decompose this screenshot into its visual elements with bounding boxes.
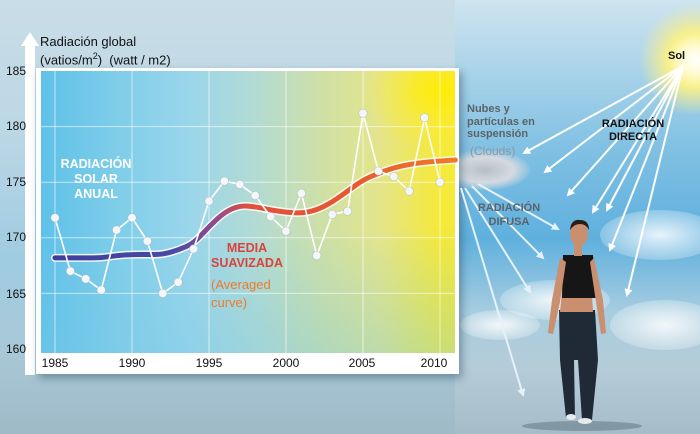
x-tick: 2010 <box>420 356 448 370</box>
data-point-marker <box>343 206 353 216</box>
data-point-marker <box>404 186 414 196</box>
label-line: (Averaged <box>211 277 271 292</box>
units-es: (vatios/m <box>40 52 93 68</box>
annual-radiation-label: RADIACIÓN SOLAR ANUAL <box>52 157 140 202</box>
annual-series <box>50 108 445 298</box>
data-point-marker <box>112 225 122 235</box>
y-tick: 185 <box>6 64 27 78</box>
data-point-marker <box>81 274 91 284</box>
data-point-marker <box>281 226 291 236</box>
label-line: DIFUSA <box>488 216 530 228</box>
data-point-marker <box>327 209 337 219</box>
y-axis-title-line1: Radiación global <box>40 34 137 49</box>
label-line: MEDIA <box>226 241 268 255</box>
smooth-curve <box>51 155 460 262</box>
averaged-curve-label: (Averaged curve) <box>211 276 271 312</box>
data-point-marker <box>158 288 168 298</box>
data-point-marker <box>420 113 430 123</box>
data-point-marker <box>235 179 245 189</box>
data-point-marker <box>65 266 75 276</box>
data-point-marker <box>189 244 199 254</box>
diffuse-radiation-label: RADIACIÓN DIFUSA <box>474 201 544 229</box>
y-axis-title: Radiación global (vatios/m2) (watt / m2) <box>40 34 171 67</box>
x-tick: 2000 <box>272 356 300 370</box>
sun-label: Sol <box>668 50 686 62</box>
label-line: ANUAL <box>74 187 118 201</box>
y-tick: 165 <box>6 287 27 301</box>
x-tick: 2005 <box>348 356 376 370</box>
data-point-marker <box>373 166 383 176</box>
y-tick: 175 <box>6 175 27 189</box>
data-point-marker <box>173 277 183 287</box>
clouds-label: Nubes y partículas en suspensión <box>467 103 535 141</box>
label-line: SOLAR <box>74 172 118 186</box>
data-point-marker <box>50 213 60 223</box>
plot-glow-clip <box>41 71 455 353</box>
data-point-marker <box>219 176 229 186</box>
units-en: ) (watt / m2) <box>97 52 171 68</box>
clouds-label-en: (Clouds) <box>470 144 516 158</box>
x-tick: 1985 <box>41 356 69 370</box>
data-point-marker <box>127 213 137 223</box>
label-line: partículas en <box>467 115 535 128</box>
label-line: DIRECTA <box>608 131 658 143</box>
data-point-marker <box>250 191 260 201</box>
label-line: Nubes y <box>467 103 510 115</box>
smoothed-mean-label: MEDIA SUAVIZADA <box>208 241 286 271</box>
label-line: RADIACIÓN <box>601 118 665 130</box>
data-point-marker <box>96 285 106 295</box>
label-line: RADIACIÓN <box>60 157 132 171</box>
y-tick: 170 <box>6 230 27 244</box>
data-point-marker <box>296 188 306 198</box>
y-tick: 180 <box>6 119 27 133</box>
cloud <box>610 300 700 350</box>
y-axis-units: (vatios/m2) (watt / m2) <box>40 49 171 67</box>
label-line: suspensión <box>467 128 529 140</box>
label-line: SUAVIZADA <box>211 256 283 270</box>
data-point-marker <box>142 236 152 246</box>
data-point-marker <box>358 108 368 118</box>
label-line: curve) <box>211 295 248 310</box>
x-tick: 1995 <box>195 356 223 370</box>
y-tick: 160 <box>6 342 27 356</box>
y-axis-arrow-shaft <box>25 45 35 375</box>
label-line: RADIACIÓN <box>477 202 541 214</box>
direct-radiation-label: RADIACIÓN DIRECTA <box>598 118 668 144</box>
x-tick: 1990 <box>118 356 146 370</box>
data-point-marker <box>204 196 214 206</box>
data-point-marker <box>312 251 322 261</box>
y-axis-arrow-icon <box>21 32 39 46</box>
units-sup: 2 <box>92 51 98 61</box>
data-point-marker <box>435 177 445 187</box>
data-point-marker <box>266 212 276 222</box>
data-point-marker <box>389 172 399 182</box>
